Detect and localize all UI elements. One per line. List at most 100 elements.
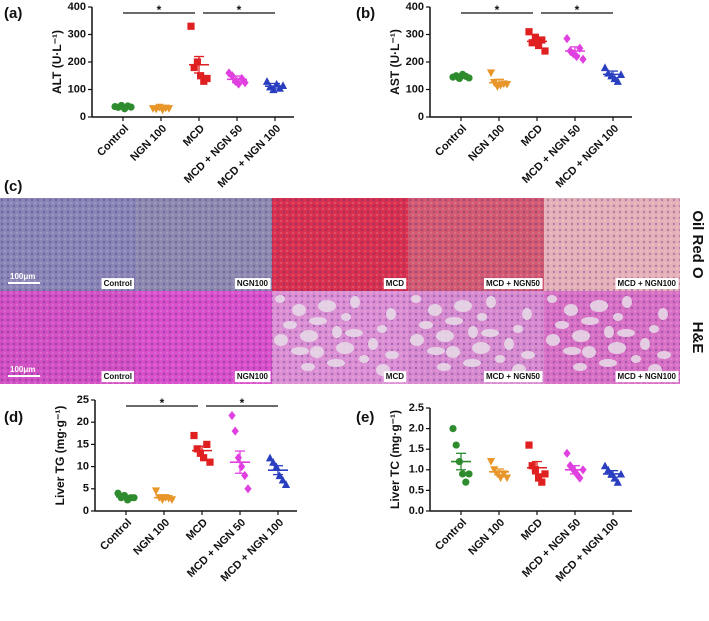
y-tick-label: 1.5 xyxy=(409,443,424,455)
vacuole xyxy=(345,329,363,337)
image-caption: Control xyxy=(104,279,132,288)
scale-bar-label: 100μm xyxy=(10,272,35,281)
vacuole xyxy=(513,325,523,333)
data-point xyxy=(579,54,587,64)
vacuole xyxy=(522,308,532,320)
vacuole xyxy=(436,330,454,342)
vacuole xyxy=(658,308,668,320)
micrograph-texture xyxy=(408,198,544,291)
y-tick-label: 200 xyxy=(406,56,424,68)
data-point xyxy=(531,466,539,474)
data-point xyxy=(235,79,243,89)
data-point xyxy=(541,47,549,55)
x-tick-label: NGN 100 xyxy=(131,517,172,558)
vacuole xyxy=(446,346,460,358)
data-point xyxy=(203,74,211,83)
x-tick-label: MCD xyxy=(519,123,545,149)
error-bar xyxy=(197,445,207,456)
data-point xyxy=(563,448,571,458)
x-tick-label: NGN 100 xyxy=(466,123,507,164)
vacuole xyxy=(283,321,297,329)
image-caption: MCD + NGN100 xyxy=(618,372,677,381)
vacuole xyxy=(599,359,617,367)
data-point xyxy=(528,39,536,47)
micrograph-texture xyxy=(136,291,272,384)
vacuole xyxy=(292,304,306,316)
vacuole xyxy=(300,330,318,342)
vacuole xyxy=(604,326,614,338)
y-tick-label: 400 xyxy=(68,1,86,13)
panel-label: (e) xyxy=(356,409,374,426)
x-tick-label: NGN 100 xyxy=(466,517,507,558)
data-point xyxy=(241,470,249,481)
error-bar xyxy=(273,465,283,476)
vacuole xyxy=(486,296,496,308)
data-point xyxy=(604,465,613,474)
y-tick-label: 200 xyxy=(68,56,86,68)
data-point xyxy=(130,494,138,502)
data-point xyxy=(538,36,546,44)
caption-box xyxy=(483,278,543,290)
vacuole xyxy=(468,326,478,338)
data-point xyxy=(278,475,287,484)
micrograph-texture xyxy=(0,198,136,291)
data-point xyxy=(449,425,457,433)
significance-label: * xyxy=(160,396,165,410)
data-point xyxy=(462,478,470,486)
chart: (e) Liver TC (mg·g⁻¹) 0.0 0.5 1.0 1.5 2.0 2.5 Co… xyxy=(356,402,632,584)
row-label: Oil Red O xyxy=(689,210,706,279)
y-axis-label: Liver TG (mg·g⁻¹) xyxy=(53,406,67,506)
x-tick-label: Control xyxy=(433,123,469,159)
scale-bar-label: 100μm xyxy=(10,365,35,374)
error-bar xyxy=(494,78,504,87)
vacuole xyxy=(613,313,623,321)
panel-label: (d) xyxy=(4,409,23,426)
data-point xyxy=(200,454,208,462)
vacuole xyxy=(419,321,433,329)
vacuole xyxy=(336,342,354,354)
y-tick-label: 0.0 xyxy=(409,505,424,517)
y-tick-label: 25 xyxy=(77,394,89,406)
vacuole xyxy=(310,346,324,358)
caption-box xyxy=(615,278,679,290)
vacuole xyxy=(590,300,608,312)
vacuole xyxy=(555,321,569,329)
data-point xyxy=(262,77,272,85)
y-axis-label: Liver TC (mg·g⁻¹) xyxy=(388,410,402,509)
error-bar xyxy=(570,46,580,56)
x-tick-label: Control xyxy=(433,517,469,553)
image-caption: MCD xyxy=(386,372,404,381)
vacuole xyxy=(657,351,671,359)
image-caption: MCD xyxy=(386,279,404,288)
vacuole xyxy=(472,342,490,354)
vacuole xyxy=(301,363,315,371)
error-bar xyxy=(235,450,245,474)
y-tick-label: 300 xyxy=(406,28,424,40)
error-bar xyxy=(270,82,280,90)
data-point xyxy=(190,431,198,440)
data-point xyxy=(541,470,549,478)
vacuole xyxy=(291,347,309,355)
chart: (d) Liver TG (mg·g⁻¹) 0 5 10 15 20 25 ControlNGN… xyxy=(4,394,297,584)
data-point xyxy=(228,410,236,421)
data-point xyxy=(244,484,252,494)
data-point xyxy=(193,445,201,453)
x-tick-label: MCD xyxy=(184,517,210,543)
significance-label: * xyxy=(237,3,242,17)
x-tick-label: Control xyxy=(95,123,131,159)
image-caption: MCD + NGN50 xyxy=(486,279,541,288)
data-point xyxy=(486,457,496,466)
panel-label: (a) xyxy=(4,5,22,22)
data-point xyxy=(465,470,473,478)
data-point xyxy=(613,478,622,486)
vacuole xyxy=(495,355,505,363)
vacuole xyxy=(437,363,451,371)
panel-label: (b) xyxy=(356,5,375,22)
vacuole xyxy=(563,347,581,355)
vacuole xyxy=(582,346,596,358)
image-caption: MCD + NGN50 xyxy=(486,372,541,381)
data-point xyxy=(490,466,499,474)
vacuole xyxy=(564,304,578,316)
vacuole xyxy=(572,330,590,342)
vacuole xyxy=(463,359,481,367)
